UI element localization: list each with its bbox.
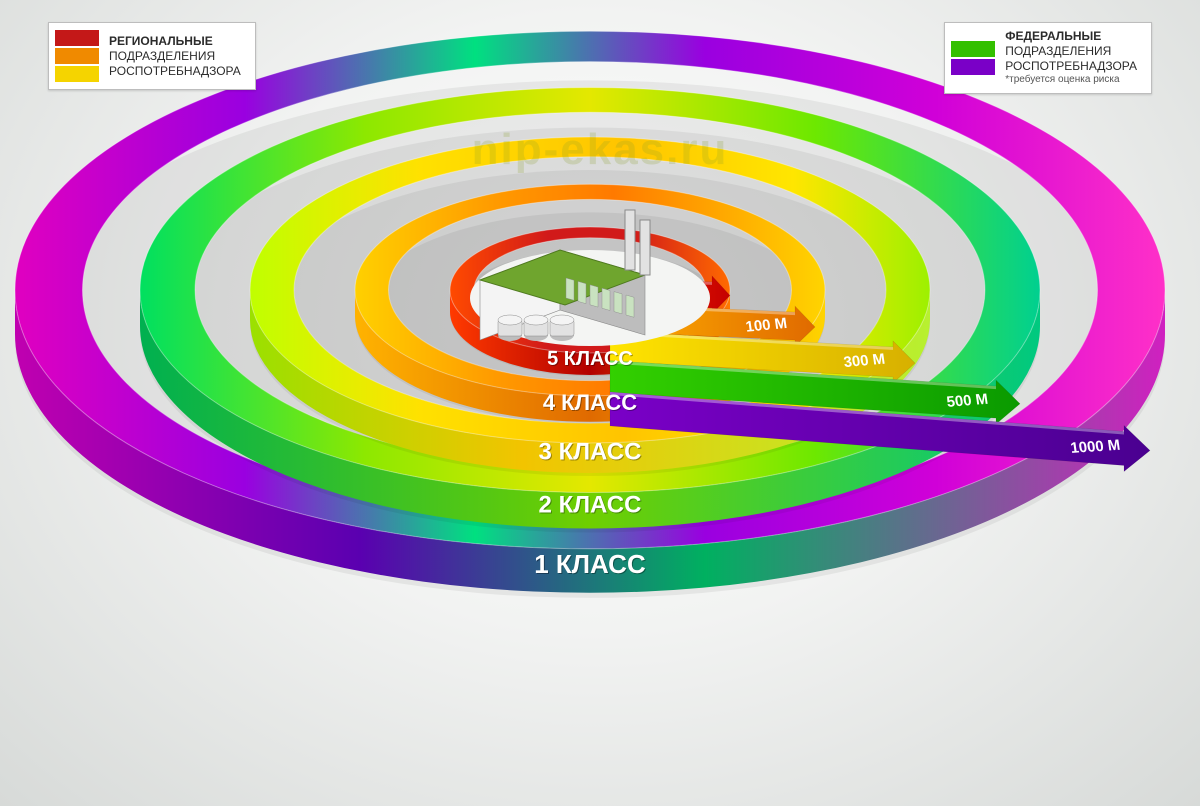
- swatch-purple: [951, 59, 995, 75]
- legend-regional-line3: РОСПОТРЕБНАДЗОРА: [109, 64, 241, 79]
- legend-regional-line2: ПОДРАЗДЕЛЕНИЯ: [109, 49, 241, 64]
- legend-regional-title: РЕГИОНАЛЬНЫЕ: [109, 34, 241, 49]
- legend-regional-text: РЕГИОНАЛЬНЫЕ ПОДРАЗДЕЛЕНИЯ РОСПОТРЕБНАДЗ…: [109, 34, 241, 79]
- swatch-orange: [55, 48, 99, 64]
- swatch-green: [951, 41, 995, 57]
- ring-label-r1: 1 КЛАСС: [534, 549, 646, 579]
- ring-label-r5: 5 КЛАСС: [547, 348, 633, 370]
- legend-federal-line3: РОСПОТРЕБНАДЗОРА: [1005, 59, 1137, 74]
- legend-federal-swatches: [951, 40, 995, 76]
- legend-regional-swatches: [55, 29, 99, 83]
- legend-federal-text: ФЕДЕРАЛЬНЫЕ ПОДРАЗДЕЛЕНИЯ РОСПОТРЕБНАДЗО…: [1005, 29, 1137, 87]
- swatch-yellow: [55, 66, 99, 82]
- legend-federal: ФЕДЕРАЛЬНЫЕ ПОДРАЗДЕЛЕНИЯ РОСПОТРЕБНАДЗО…: [944, 22, 1152, 94]
- arrow-label-a1000: 1000 М: [1069, 437, 1121, 457]
- ring-label-r3: 3 КЛАСС: [539, 439, 642, 466]
- diagram-scene: 50 М100 М300 М500 М1000 М 1 КЛАСС1 КЛАСС…: [0, 0, 1200, 806]
- legend-federal-note: *требуется оценка риска: [1005, 74, 1137, 87]
- arrow-label-a300: 300 М: [843, 351, 887, 371]
- legend-federal-line2: ПОДРАЗДЕЛЕНИЯ: [1005, 44, 1137, 59]
- ring-label-r2: 2 КЛАСС: [539, 491, 642, 518]
- legend-regional: РЕГИОНАЛЬНЫЕ ПОДРАЗДЕЛЕНИЯ РОСПОТРЕБНАДЗ…: [48, 22, 256, 90]
- ring-label-r4: 4 КЛАСС: [543, 390, 637, 415]
- swatch-red: [55, 30, 99, 46]
- arrow-label-a500: 500 М: [946, 391, 990, 411]
- legend-federal-title: ФЕДЕРАЛЬНЫЕ: [1005, 29, 1137, 44]
